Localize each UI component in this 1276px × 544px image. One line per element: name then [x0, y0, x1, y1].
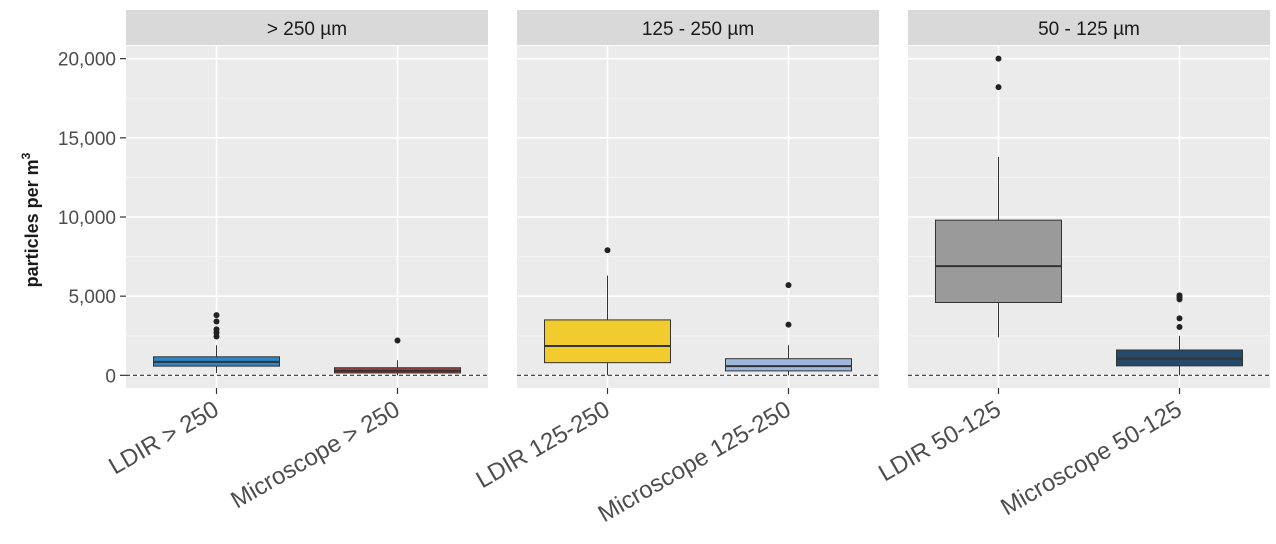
facet-strip — [908, 10, 1270, 45]
outlier-point — [995, 84, 1002, 91]
outlier-point — [1176, 292, 1183, 299]
x-tick-label: LDIR 50-125 — [874, 396, 1005, 487]
box-group — [544, 247, 671, 376]
x-axis-labels: LDIR > 250 Microscope > 250 LDIR 125-250Mi… — [104, 388, 1187, 528]
y-axis-label-text: particles per m — [22, 159, 42, 287]
outlier-point — [213, 312, 220, 319]
x-tick-label: Microscope > 250 — [226, 396, 404, 514]
outlier-point — [785, 321, 792, 328]
y-tick-label: 0 — [105, 366, 116, 387]
y-tick-label: 5,000 — [68, 287, 116, 308]
outlier-point — [604, 247, 611, 254]
outlier-point — [995, 55, 1002, 62]
box-group — [1116, 292, 1243, 376]
facet-strip-label: > 250 µm — [267, 19, 347, 40]
box-iqr — [544, 319, 671, 364]
y-axis: 0 5,000 10,000 15,000 20,000 — [58, 50, 126, 387]
outlier-point — [213, 318, 220, 325]
y-axis-label-superscript: 3 — [19, 152, 33, 159]
box-group — [935, 55, 1062, 338]
box-group — [725, 282, 852, 376]
outlier-point — [1176, 315, 1183, 322]
facet-strip-label: 125 - 250 µm — [642, 19, 754, 40]
x-tick-label: LDIR 125-250 — [472, 396, 615, 494]
box-group — [153, 312, 280, 373]
x-tick-label: Microscope 50-125 — [996, 396, 1186, 521]
y-tick-label: 20,000 — [58, 50, 116, 71]
facet-panel: 125 - 250 µm — [517, 10, 879, 388]
facet-panels: > 250 µm 125 - 250 µm 50 - 125 µm — [126, 10, 1270, 388]
box-iqr — [935, 219, 1062, 304]
facet-panel: > 250 µm — [126, 10, 488, 388]
outlier-point — [213, 326, 220, 333]
x-tick-label: LDIR > 250 — [104, 396, 223, 480]
facet-panel: 50 - 125 µm — [908, 10, 1270, 388]
y-tick-label: 10,000 — [58, 208, 116, 229]
facet-strip — [126, 10, 488, 45]
y-tick-label: 15,000 — [58, 129, 116, 150]
y-axis-label: particles per m3 — [19, 152, 42, 287]
facet-strip-label: 50 - 125 µm — [1038, 19, 1140, 40]
svg-text:particles per m3: particles per m3 — [19, 152, 42, 287]
outlier-point — [1176, 324, 1183, 331]
facet-strip — [517, 10, 879, 45]
x-tick-label: Microscope 125-250 — [594, 396, 796, 528]
outlier-point — [394, 337, 401, 344]
box-group — [334, 337, 461, 376]
box-iqr — [725, 358, 852, 372]
outlier-point — [785, 282, 792, 289]
